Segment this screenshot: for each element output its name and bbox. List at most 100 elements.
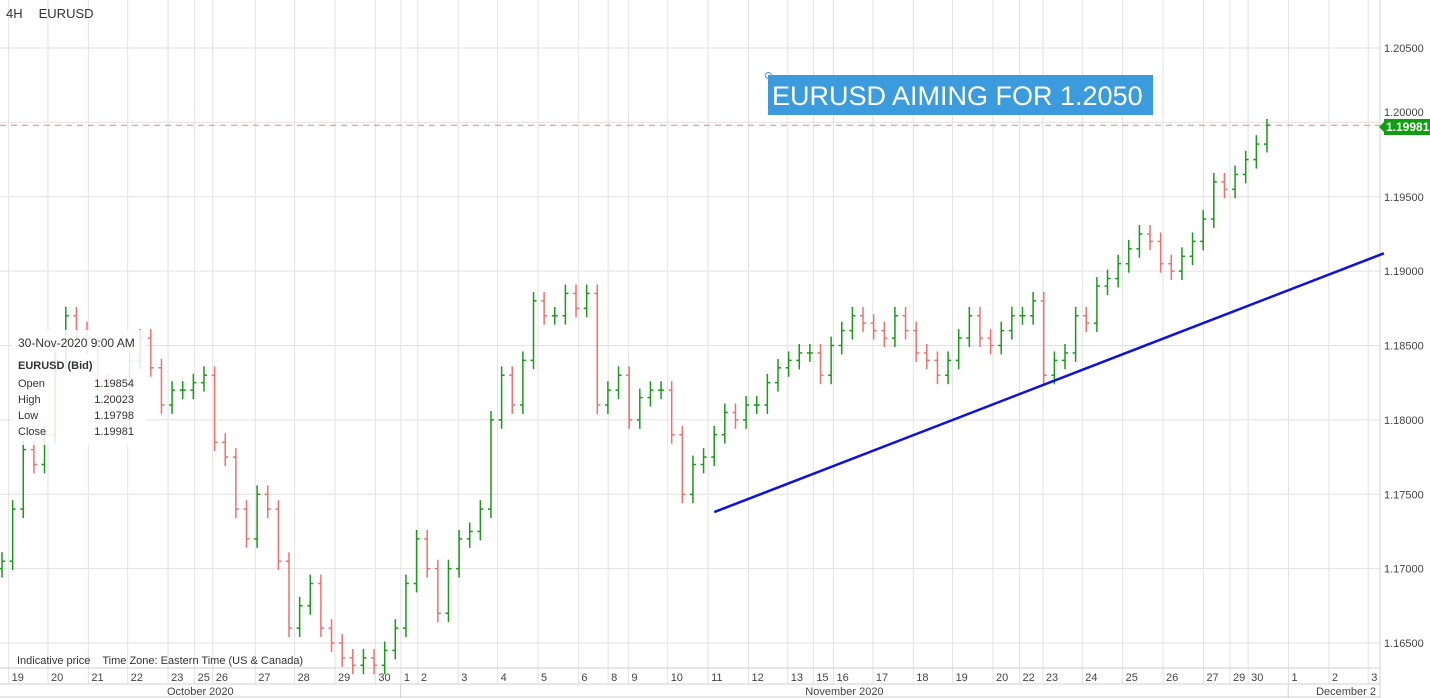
ohlc-bar	[275, 500, 282, 571]
ohlc-bar	[743, 396, 750, 429]
ohlc-bar	[1104, 269, 1111, 295]
x-tick-label: 2	[1332, 672, 1338, 684]
ohlc-bar	[891, 306, 898, 347]
month-label: December 2	[1316, 686, 1376, 698]
x-tick-label: 28	[298, 672, 310, 684]
y-tick-label: 1.18000	[1384, 415, 1424, 427]
row-label: Low	[18, 410, 39, 422]
y-tick-label: 1.17500	[1384, 489, 1424, 501]
row-label: Open	[18, 378, 45, 390]
symbol-label[interactable]: EURUSD	[38, 6, 94, 21]
ohlc-bar	[1157, 232, 1164, 273]
ohlc-bar	[838, 321, 845, 355]
ohlc-bar	[158, 358, 165, 414]
x-tick-label: 18	[916, 672, 928, 684]
ohlc-bar	[573, 284, 580, 318]
x-tick-label: 11	[711, 672, 722, 684]
tooltip-row-close: Close 1.19981	[18, 426, 142, 438]
ohlc-bar	[562, 284, 569, 325]
x-tick-label: 5	[541, 672, 547, 684]
ohlc-bar	[1040, 291, 1047, 385]
ohlc-bar	[328, 619, 335, 652]
ohlc-bar	[721, 403, 728, 444]
x-tick-label: 21	[91, 672, 103, 684]
ohlc-bar	[200, 366, 207, 392]
ohlc-bar	[286, 552, 293, 638]
row-label: Close	[18, 426, 47, 438]
x-tick-label: 29	[338, 672, 350, 684]
x-tick-label: 2	[421, 672, 427, 684]
ohlc-bar	[785, 351, 792, 377]
ohlc-bar	[1115, 254, 1122, 288]
ohlc-bar	[1221, 172, 1228, 199]
x-tick-label: 20	[996, 672, 1008, 684]
ohlc-bar	[828, 336, 835, 385]
ohlc-bar	[1200, 210, 1207, 251]
tooltip-row-low: Low 1.19798	[18, 410, 142, 422]
ohlc-bar	[424, 529, 431, 578]
row-value: 1.19798	[94, 410, 134, 422]
ohlc-bar	[519, 351, 526, 414]
timeframe-label[interactable]: 4H	[6, 6, 23, 21]
ohlc-bar	[966, 306, 973, 347]
row-value: 1.20023	[94, 394, 134, 406]
ohlc-bar	[179, 381, 186, 400]
x-tick-label: 20	[51, 672, 63, 684]
annotation-label[interactable]: EURUSD AIMING FOR 1.2050	[768, 75, 1153, 115]
x-tick-label: 30	[1251, 672, 1263, 684]
x-tick-label: 12	[751, 672, 763, 684]
ohlc-bar	[753, 396, 760, 414]
y-tick-label: 1.20000	[1384, 107, 1424, 119]
ohlc-bar	[477, 500, 484, 541]
x-tick-label: 26	[1166, 672, 1178, 684]
chart-footer: Indicative price Time Zone: Eastern Time …	[17, 655, 315, 667]
ohlc-bar	[658, 381, 665, 400]
ohlc-bar	[339, 634, 346, 667]
ohlc-bar	[700, 448, 707, 474]
x-tick-label: 10	[671, 672, 683, 684]
ohlc-bar	[1019, 306, 1026, 325]
ohlc-bar	[147, 329, 154, 377]
ohlc-bar	[434, 559, 441, 623]
ohlc-bar	[413, 529, 420, 593]
ohlc-bar	[456, 529, 463, 578]
ohlc-bar	[1125, 239, 1132, 273]
ohlc-bar	[349, 648, 356, 675]
x-tick-label: 13	[791, 672, 803, 684]
x-tick-label: 23	[1046, 672, 1058, 684]
ohlc-bar	[381, 641, 388, 675]
ohlc-bar	[1030, 291, 1037, 325]
timezone-label[interactable]: Time Zone: Eastern Time (US & Canada)	[102, 655, 304, 667]
ohlc-bar	[817, 344, 824, 385]
ohlc-bar	[689, 455, 696, 504]
ohlc-bar	[806, 344, 813, 362]
ohlc-bar	[371, 648, 378, 675]
ohlc-bar	[1147, 225, 1154, 251]
row-value: 1.19854	[94, 378, 134, 390]
ohlc-bar	[0, 552, 5, 578]
x-tick-label: 4	[501, 672, 507, 684]
ohlc-bar	[934, 351, 941, 385]
ohlc-bar	[615, 366, 622, 400]
x-tick-label: 30	[378, 672, 390, 684]
ohlc-bar	[1232, 165, 1239, 199]
y-tick-label: 1.17000	[1384, 564, 1424, 576]
ohlc-bar	[583, 284, 590, 318]
ohlc-bar	[1008, 306, 1015, 340]
y-tick-label: 1.20500	[1384, 43, 1424, 55]
x-tick-label: 3	[1371, 672, 1377, 684]
ohlc-bar	[647, 381, 654, 407]
x-tick-label: 6	[581, 672, 587, 684]
ohlc-bar	[392, 619, 399, 660]
ohlc-bar	[1083, 306, 1090, 333]
ohlc-bar	[296, 596, 303, 638]
ohlc-bar	[551, 306, 558, 325]
ohlc-bar	[679, 425, 686, 504]
ohlc-tooltip: 30-Nov-2020 9:00 AM EURUSD (Bid) Open 1.1…	[12, 330, 146, 445]
ohlc-bar	[923, 344, 930, 370]
trendline[interactable]	[713, 252, 1385, 514]
ohlc-bar	[264, 485, 271, 519]
ohlc-bar	[732, 403, 739, 429]
x-tick-label: 19	[12, 672, 24, 684]
